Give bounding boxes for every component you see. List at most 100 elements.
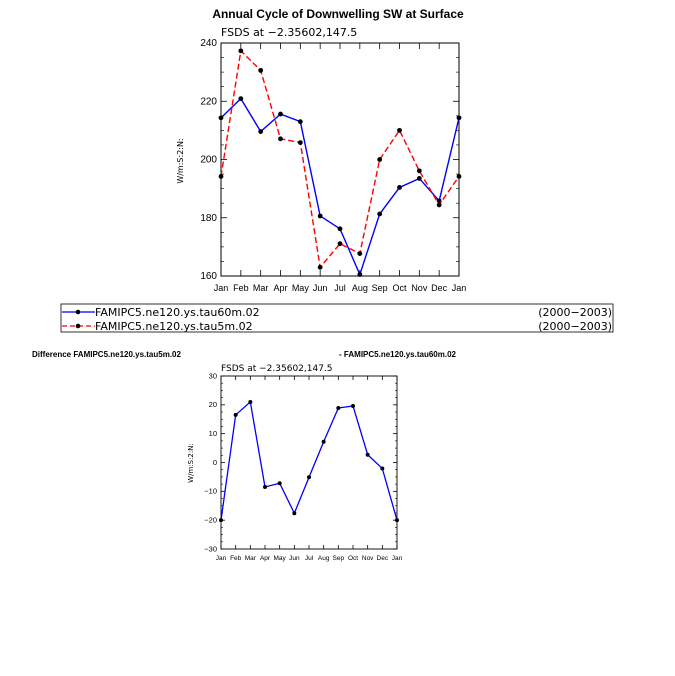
- bottom-chart-y-tick-label: −30: [204, 544, 217, 553]
- top-chart-x-tick-label: Nov: [411, 283, 428, 293]
- top-chart-x-tick-label: Sep: [372, 283, 388, 293]
- bottom-chart-y-tick-label: 0: [213, 458, 217, 467]
- bottom-chart-x-tick-label: Oct: [348, 555, 358, 562]
- top-chart-series-1-point: [377, 211, 383, 217]
- bottom-chart-x-tick-label: Sep: [333, 555, 345, 562]
- top-chart-x-tick-label: Jun: [313, 283, 328, 293]
- top-chart-title: Annual Cycle of Downwelling SW at Surfac…: [212, 7, 464, 21]
- bottom-chart-x-tick-label: Jul: [305, 555, 314, 562]
- top-chart-series: [218, 48, 462, 277]
- top-chart-y-tick-label: 220: [200, 96, 217, 107]
- bottom-chart-x-tick-label: Dec: [377, 555, 389, 562]
- bottom-chart-x-tick-label: Jan: [392, 555, 403, 562]
- top-chart-series-1-point: [357, 272, 363, 277]
- top-chart-x-tick-label: Mar: [253, 283, 269, 293]
- top-chart-series-line-1: [220, 97, 460, 277]
- top-chart-series-1-point: [456, 115, 462, 121]
- bottom-chart-axes: Jan Feb Mar Apr May Jun Jul Aug Sep Oct Nov Dec Jan−…: [204, 371, 402, 562]
- bottom-chart-x-tick-label: Jun: [289, 555, 300, 562]
- top-chart-series-2-point: [297, 140, 303, 146]
- bottom-chart-x-tick-label: Apr: [260, 555, 271, 562]
- bottom-chart-x-tick-label: Aug: [318, 555, 330, 562]
- top-chart-series-2-point: [238, 48, 244, 54]
- top-chart-y-tick-label: 200: [200, 155, 217, 166]
- top-chart-ylabel: W/m:S:2:N:: [176, 138, 185, 183]
- bottom-chart-x-tick-label: Jan: [216, 555, 227, 562]
- bottom-chart-y-tick-label: 30: [209, 371, 217, 380]
- bottom-chart-series-line-1: [220, 400, 398, 521]
- bottom-chart-series-1-point: [395, 518, 399, 523]
- top-chart-series-1-point: [238, 96, 244, 102]
- top-chart-series-1-point: [297, 119, 303, 125]
- top-chart-series-2-point: [357, 251, 363, 256]
- top-chart-series-1-point: [416, 176, 422, 181]
- top-chart-series-2-point: [456, 173, 462, 179]
- legend-entry-2-name: FAMIPC5.ne120.ys.tau5m.02: [95, 320, 253, 333]
- bottom-chart-series-1-point: [365, 452, 370, 457]
- bottom-chart-series-1-point: [233, 412, 238, 417]
- top-chart-x-tick-label: Aug: [352, 283, 368, 293]
- top-chart-subtitle: FSDS at −2.35602,147.5: [221, 26, 357, 39]
- bottom-chart-y-tick-label: −20: [204, 515, 217, 524]
- bottom-chart-x-tick-label: Nov: [362, 555, 374, 562]
- legend-entry-2-period: (2000−2003): [538, 320, 612, 333]
- legend-marker-solid: [75, 309, 81, 315]
- top-chart-x-tick-label: Jan: [452, 283, 467, 293]
- legend: FAMIPC5.ne120.ys.tau60m.02 (2000−2003) F…: [60, 303, 614, 333]
- top-chart-x-tick-label: Feb: [233, 283, 249, 293]
- top-chart-x-tick-label: Jan: [214, 283, 229, 293]
- bottom-chart-left-title: Difference FAMIPC5.ne120.ys.tau5m.02: [32, 350, 182, 359]
- bottom-chart-ylabel: W/m:S:2:N:: [187, 443, 195, 483]
- top-chart-series-1-point: [337, 226, 343, 232]
- bottom-chart-y-tick-label: 10: [209, 429, 217, 438]
- top-chart-x-tick-label: Dec: [431, 283, 448, 293]
- top-chart-series-2-point: [218, 173, 224, 179]
- top-chart-series-1-point: [258, 129, 264, 134]
- bottom-chart-subtitle: FSDS at −2.35602,147.5: [221, 364, 333, 374]
- bottom-chart-y-tick-label: −10: [204, 487, 217, 496]
- top-chart-x-tick-label: Jul: [334, 283, 346, 293]
- bottom-chart-right-title: - FAMIPC5.ne120.ys.tau60m.02: [339, 350, 456, 359]
- bottom-chart-series-1-point: [219, 518, 223, 523]
- top-chart-x-tick-label: Oct: [392, 283, 407, 293]
- top-chart-x-tick-label: Apr: [273, 283, 287, 293]
- legend-frame: [60, 303, 614, 333]
- bottom-chart-series-1-point: [263, 485, 267, 490]
- top-chart-series-2-point: [258, 67, 264, 73]
- top-chart-y-tick-label: 240: [200, 38, 217, 49]
- bottom-chart-series-1-point: [277, 481, 282, 486]
- top-chart-series-2-point: [436, 202, 442, 208]
- top-chart-series-2-point: [278, 136, 283, 142]
- bottom-chart-x-tick-label: Mar: [245, 555, 257, 562]
- top-chart-y-tick-label: 160: [200, 271, 217, 282]
- top-chart-series-1-point: [218, 115, 224, 121]
- top-chart-x-tick-label: May: [292, 283, 310, 293]
- bottom-chart-series-1-point: [307, 475, 311, 480]
- bottom-chart-series-1-point: [351, 403, 355, 408]
- legend-entry-1-period: (2000−2003): [538, 306, 612, 319]
- top-chart-series-2-point: [337, 241, 343, 247]
- bottom-chart-plot-frame: [220, 375, 398, 550]
- top-chart-axes: Jan Feb Mar Apr May Jun Jul Aug Sep Oct Nov Dec Jan1…: [200, 38, 466, 293]
- bottom-chart-series-1-point: [336, 406, 341, 411]
- bottom-chart-series-1-point: [321, 439, 326, 444]
- bottom-chart-series-1-point: [380, 466, 385, 471]
- legend-entry-1-name: FAMIPC5.ne120.ys.tau60m.02: [95, 306, 260, 319]
- top-chart-series-2-point: [416, 168, 422, 174]
- bottom-chart-series: [219, 399, 399, 523]
- top-chart-series-2-point: [397, 127, 402, 133]
- top-chart-series-1-point: [317, 213, 323, 219]
- top-chart-plot-frame: [220, 42, 460, 277]
- bottom-chart-y-tick-label: 20: [209, 400, 217, 409]
- top-chart-series-line-2: [220, 49, 460, 269]
- top-chart-series-2-point: [377, 157, 383, 162]
- top-chart-series-1-point: [278, 111, 283, 117]
- legend-marker-dashed: [75, 323, 81, 329]
- top-chart-series-1-point: [397, 185, 402, 190]
- bottom-chart-series-1-point: [292, 511, 297, 516]
- top-chart-series-2-point: [317, 264, 323, 270]
- top-chart-y-tick-label: 180: [200, 213, 217, 224]
- bottom-chart-series-1-point: [248, 399, 253, 404]
- bottom-chart-x-tick-label: May: [274, 555, 287, 562]
